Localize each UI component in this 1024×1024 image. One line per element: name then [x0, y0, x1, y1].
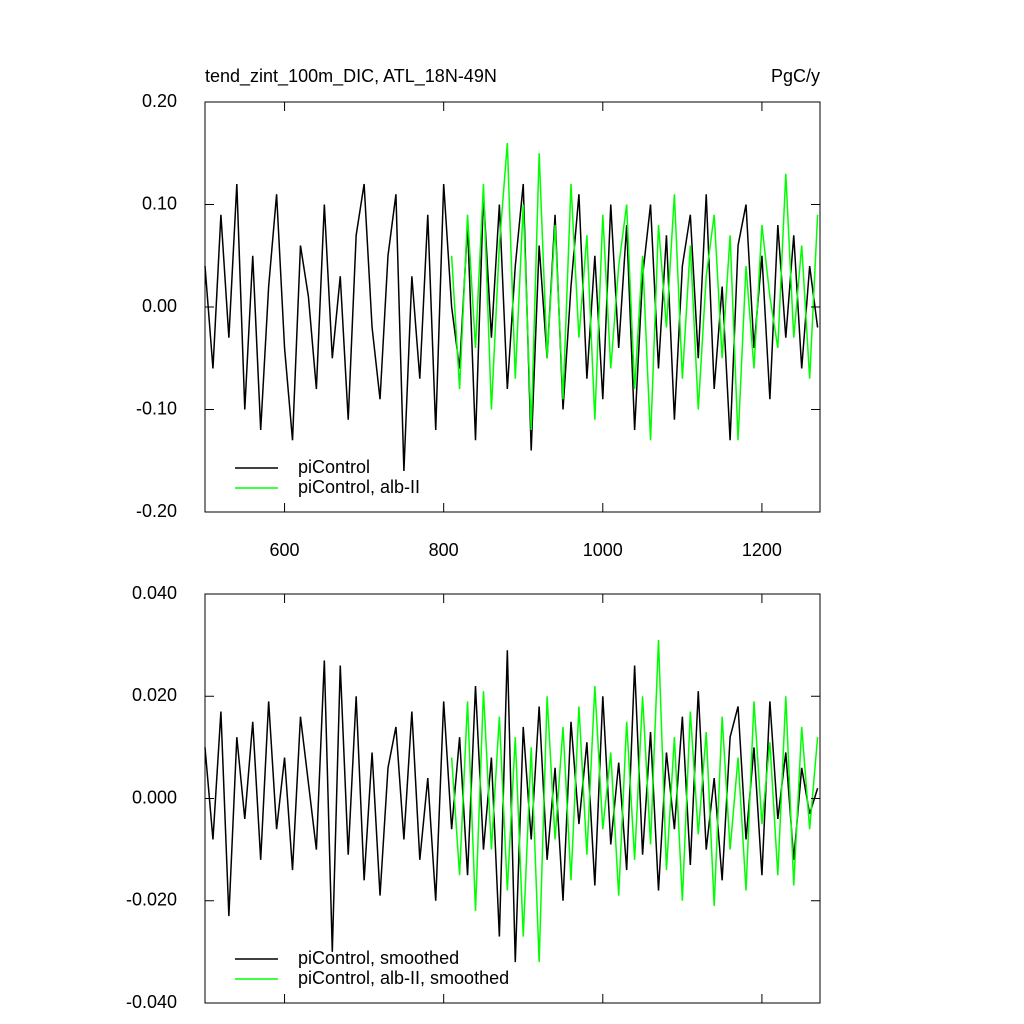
y-tick-label: -0.040 — [126, 992, 177, 1012]
x-tick-label: 600 — [270, 540, 300, 560]
legend-label: piControl, smoothed — [298, 948, 459, 968]
y-tick-label: 0.20 — [142, 91, 177, 111]
y-tick-label: -0.020 — [126, 890, 177, 910]
y-tick-label: 0.10 — [142, 193, 177, 213]
y-tick-label: 0.00 — [142, 296, 177, 316]
data-line — [450, 639, 819, 963]
legend-label: piControl, alb-II — [298, 477, 420, 497]
y-tick-label: 0.000 — [132, 787, 177, 807]
y-tick-label: 0.020 — [132, 685, 177, 705]
y-tick-label: -0.10 — [136, 398, 177, 418]
x-tick-label: 1200 — [742, 540, 782, 560]
x-tick-label: 1000 — [583, 540, 623, 560]
x-tick-label: 800 — [429, 540, 459, 560]
chart-units: PgC/y — [771, 66, 820, 86]
y-tick-label: -0.20 — [136, 501, 177, 521]
data-line — [204, 183, 819, 472]
data-line — [450, 142, 819, 441]
y-tick-label: 0.040 — [132, 583, 177, 603]
legend-label: piControl — [298, 457, 370, 477]
chart-title: tend_zint_100m_DIC, ATL_18N-49N — [205, 66, 497, 87]
legend-label: piControl, alb-II, smoothed — [298, 968, 509, 988]
